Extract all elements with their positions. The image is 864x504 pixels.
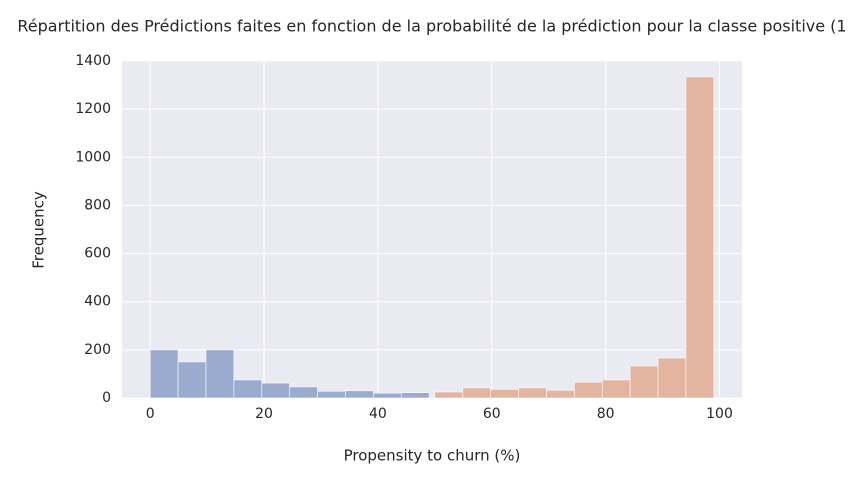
- x-tick-label: 100: [706, 406, 733, 422]
- bar: [400, 392, 430, 399]
- bar: [434, 391, 464, 399]
- bar: [261, 382, 290, 399]
- y-tick-label: 0: [102, 390, 111, 406]
- bar: [518, 387, 547, 399]
- y-tick-label: 1000: [75, 149, 111, 165]
- bar: [345, 390, 374, 399]
- bar: [685, 76, 715, 399]
- grid: [122, 60, 742, 399]
- bar: [233, 379, 263, 399]
- plot-area: [122, 61, 742, 398]
- x-axis-label: Propensity to churn (%): [344, 447, 521, 465]
- y-tick-label: 1400: [75, 53, 111, 69]
- bar: [149, 349, 179, 399]
- bar: [601, 379, 631, 399]
- bar: [574, 381, 603, 399]
- bar: [205, 349, 235, 399]
- y-tick-label: 1200: [75, 101, 111, 117]
- bar: [629, 365, 659, 399]
- bar: [289, 386, 318, 399]
- y-tick-label: 800: [84, 197, 111, 213]
- bars: [149, 76, 715, 399]
- bar: [546, 389, 575, 399]
- x-tick-label: 60: [483, 406, 501, 422]
- bar: [490, 389, 519, 399]
- y-tick-label: 400: [84, 294, 111, 310]
- x-tick-label: 40: [369, 406, 387, 422]
- x-tick-label: 0: [146, 406, 155, 422]
- bar: [317, 390, 346, 399]
- bar: [657, 357, 687, 399]
- x-tick-label: 80: [597, 406, 615, 422]
- bar: [177, 361, 207, 399]
- chart-title: Répartition des Prédictions faites en fo…: [17, 17, 846, 36]
- y-axis-label: Frequency: [30, 191, 48, 269]
- bar: [462, 387, 491, 399]
- y-tick-label: 200: [84, 342, 111, 358]
- x-tick-label: 20: [255, 406, 273, 422]
- y-tick-label: 600: [84, 246, 111, 262]
- bar: [373, 392, 402, 399]
